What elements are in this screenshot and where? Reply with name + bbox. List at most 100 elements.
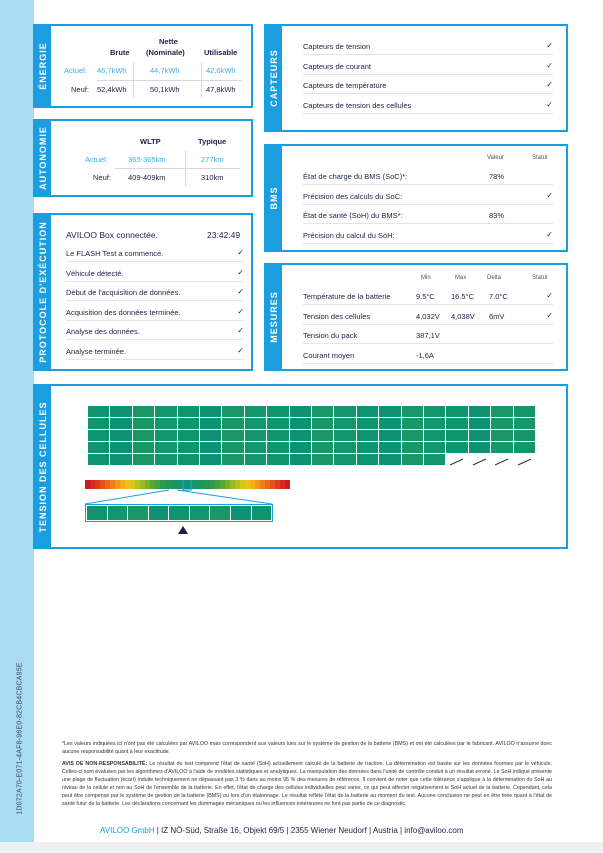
bms-label: BMS (266, 146, 282, 250)
battery-cell (200, 442, 222, 453)
battery-cell (88, 454, 110, 465)
scale-segment (165, 480, 170, 489)
scale-segment (90, 480, 95, 489)
col-max: Max (455, 275, 467, 281)
check-icon: ✓ (546, 99, 553, 109)
scale-segment (115, 480, 120, 489)
col-min: Min (421, 275, 431, 281)
battery-cell (244, 442, 267, 453)
mesure-max: 4,038V (451, 311, 475, 321)
zoomed-cell (107, 506, 128, 520)
battery-cell (289, 406, 311, 417)
battery-cell (334, 442, 356, 453)
scale-segment (260, 480, 265, 489)
energie-neuf-utilisable: 47,8kWh (206, 85, 236, 94)
document-id: 1D072A70-E071-4AF8-96E0-82CB4CBCA95E (16, 662, 24, 815)
col-nette: Nette (159, 37, 178, 46)
battery-cell (491, 442, 513, 453)
step-label: Début de l'acquisition de données. (66, 288, 181, 297)
energie-label: ÉNERGIE (35, 26, 51, 106)
mesure-min: 9.5°C (416, 292, 435, 301)
bms-label-text: Précision des calculs du SoC: (303, 191, 403, 201)
battery-cell (88, 418, 110, 429)
scale-segment (85, 480, 90, 489)
bms-row: État de charge du BMS (SoC)*: 78% (303, 166, 553, 185)
mesure-max: 16.5°C (451, 292, 475, 301)
battery-cell (379, 418, 401, 429)
battery-cell (312, 406, 334, 417)
capteur-label: Capteurs de tension des cellules (303, 100, 412, 110)
mesure-row: Température de la batterie 9.5°C 16.5°C 7.0… (303, 286, 553, 305)
battery-cell (334, 418, 356, 429)
battery-cell (132, 430, 155, 441)
scale-segment (270, 480, 275, 489)
step-label: Le FLASH Test a commencé. (66, 249, 164, 258)
check-icon: ✓ (237, 345, 244, 355)
scale-segment (120, 480, 125, 489)
disclaimer-text: Le résultat du test comprend l'état de s… (62, 761, 552, 807)
battery-cell (312, 430, 334, 441)
battery-cell (155, 454, 177, 465)
battery-cell (289, 454, 311, 465)
battery-cell (513, 430, 535, 441)
battery-cell (110, 442, 132, 453)
neuf-label: Neuf: (93, 173, 111, 182)
scale-segment (275, 480, 280, 489)
scale-segment (130, 480, 135, 489)
protocole-title: AVILOO Box connectée. (66, 230, 158, 240)
bms-value: 78% (489, 172, 505, 181)
check-icon: ✓ (237, 267, 244, 277)
protocole-label: PROTOCOLE D'EXÉCUTION (35, 215, 51, 369)
battery-cell (267, 430, 289, 441)
check-icon: ✓ (546, 41, 553, 50)
col-wltp: WLTP (140, 137, 161, 146)
scale-segment (220, 480, 225, 489)
battery-cell (334, 406, 356, 417)
col-brute: Brute (110, 48, 130, 57)
battery-cell (200, 430, 222, 441)
scale-segment (180, 480, 185, 489)
col-delta: Delta (487, 275, 502, 281)
bms-label-text: État de charge du BMS (SoC)*: (303, 172, 408, 181)
actuel-label: Actuel: (64, 66, 87, 75)
battery-cell (222, 454, 244, 465)
capteurs-label: CAPTEURS (266, 26, 282, 130)
actuel-label: Actuel: (85, 155, 108, 164)
protocole-card: PROTOCOLE D'EXÉCUTION AVILOO Box connect… (33, 213, 253, 371)
battery-cell (379, 406, 401, 417)
battery-cell (424, 418, 446, 429)
protocole-time: 23:42:49 (207, 230, 241, 240)
check-icon: ✓ (546, 60, 553, 70)
battery-cell (177, 418, 199, 429)
battery-cell (132, 418, 155, 429)
battery-cell (267, 442, 289, 453)
scale-segment (280, 480, 285, 489)
mesure-row: Tension des cellules 4,032V 4,038V 6mV ✓ (303, 306, 553, 325)
scale-segment (265, 480, 270, 489)
battery-cell (446, 406, 468, 417)
mesure-label: Température de la batterie (303, 292, 391, 301)
battery-cell (334, 430, 356, 441)
zoom-connector (85, 480, 273, 505)
battery-cell (446, 442, 468, 453)
capteur-row: Capteurs de tension ✓ (303, 36, 553, 55)
scale-segment (235, 480, 240, 489)
bms-row: Précision des calculs du SoC: ✓ (303, 186, 553, 205)
zoomed-cell (230, 506, 251, 520)
battery-cell (468, 406, 491, 417)
scale-segment (125, 480, 130, 489)
mesures-label: MESURES (266, 265, 282, 369)
check-icon: ✓ (546, 190, 553, 200)
battery-cell (88, 430, 110, 441)
scale-segment (150, 480, 155, 489)
battery-cell (491, 418, 513, 429)
bms-value: 83% (489, 211, 505, 220)
battery-cell (177, 406, 199, 417)
scale-segment (135, 480, 140, 489)
battery-cell (356, 442, 379, 453)
battery-cell (446, 430, 468, 441)
battery-cell (267, 454, 289, 465)
battery-cell (491, 430, 513, 441)
energie-card: ÉNERGIE Brute Nette (Nominale) Utilisabl… (33, 24, 253, 108)
capteur-row: Capteurs de tension des cellules ✓ (303, 95, 553, 114)
